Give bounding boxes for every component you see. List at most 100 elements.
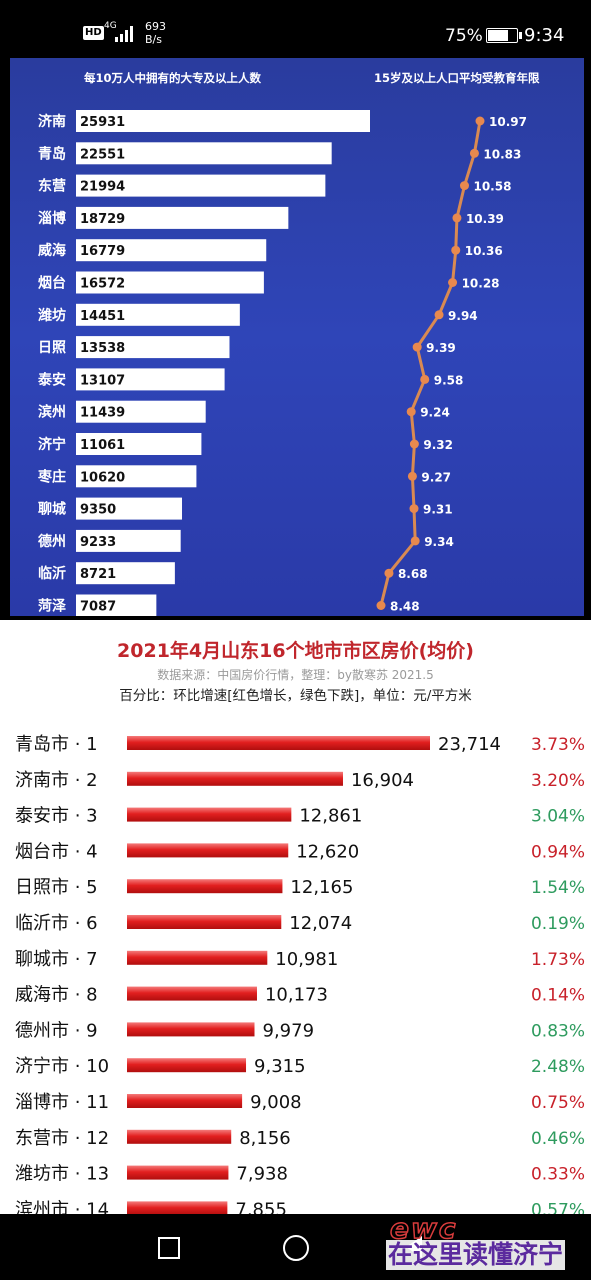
- percent-change-label: 3.04%: [531, 807, 585, 827]
- price-value-label: 10,173: [265, 985, 328, 1006]
- percent-change-label: 0.33%: [531, 1165, 585, 1185]
- city-rank-label: 聊城市 · 7: [15, 949, 98, 970]
- education-years-line: [379, 120, 482, 606]
- price-bar: [127, 843, 289, 858]
- city-label: 青岛: [38, 145, 66, 162]
- city-label: 聊城: [38, 501, 66, 518]
- bar-value-label: 11439: [80, 406, 125, 421]
- city-rank-label: 淄博市 · 11: [15, 1092, 109, 1113]
- recent-apps-button[interactable]: [158, 1237, 180, 1259]
- bar-value-label: 16779: [80, 244, 125, 259]
- education-bar: [76, 529, 181, 552]
- percent-change-label: 0.83%: [531, 1021, 585, 1041]
- education-bar: [76, 239, 267, 262]
- home-button[interactable]: [283, 1235, 309, 1261]
- line-chart-title: 15岁及以上人口平均受教育年限: [374, 71, 540, 85]
- price-value-label: 10,981: [275, 949, 338, 970]
- chart-source: 数据来源：中国房价行情，整理：by散寒苏 2021.5: [157, 668, 434, 682]
- education-bar: [76, 562, 175, 585]
- chart-title: 2021年4月山东16个地市市区房价(均价): [117, 640, 474, 662]
- price-value-label: 7,855: [235, 1199, 287, 1214]
- city-label: 潍坊: [38, 307, 66, 324]
- chart-note: 百分比：环比增速[红色增长，绿色下跌]，单位：元/平方米: [119, 688, 472, 704]
- city-rank-label: 德州市 · 9: [15, 1020, 98, 1041]
- education-bar: [76, 336, 230, 359]
- city-rank-label: 济宁市 · 10: [15, 1056, 109, 1077]
- education-bar: [76, 368, 225, 391]
- bar-value-label: 10620: [80, 470, 125, 485]
- price-bar: [127, 1058, 247, 1073]
- price-value-label: 12,074: [289, 913, 352, 934]
- bar-value-label: 25931: [80, 115, 125, 130]
- education-bar: [76, 174, 326, 197]
- city-label: 滨州: [38, 404, 66, 421]
- price-value-label: 12,165: [290, 877, 353, 898]
- city-rank-label: 日照市 · 5: [15, 877, 98, 898]
- city-rank-label: 东营市 · 12: [15, 1128, 109, 1149]
- line-point: [412, 342, 422, 352]
- bar-value-label: 9233: [80, 535, 116, 550]
- line-point: [384, 568, 394, 578]
- city-rank-label: 威海市 · 8: [15, 985, 98, 1006]
- percent-change-label: 1.54%: [531, 878, 585, 898]
- city-rank-label: 临沂市 · 6: [15, 913, 98, 934]
- house-price-chart-svg: 青岛市 · 1 23,714 3.73% 济南市 · 2 16,904 3.20% 泰安市 …: [15, 734, 585, 1214]
- percent-change-label: 0.75%: [531, 1093, 585, 1113]
- city-label: 淄博: [38, 210, 66, 227]
- line-value-label: 9.58: [434, 373, 464, 387]
- percent-change-label: 0.14%: [531, 986, 585, 1006]
- price-bar: [127, 950, 268, 965]
- price-bar: [127, 771, 343, 786]
- city-rank-label: 济南市 · 2: [15, 770, 98, 791]
- price-bar: [127, 1129, 232, 1144]
- education-bar: [76, 142, 332, 165]
- city-label: 枣庄: [37, 468, 66, 485]
- bar-value-label: 21994: [80, 180, 125, 195]
- education-chart-svg: 济南 25931 青岛 22551 东营 21994 淄博 18729 威海 16779 烟台 165…: [37, 110, 527, 616]
- bar-value-label: 11061: [80, 438, 125, 453]
- education-chart: 每10万人中拥有的大专及以上人数 15岁及以上人口平均受教育年限 济南 25931…: [10, 58, 584, 616]
- percent-change-label: 0.94%: [531, 842, 585, 862]
- price-bar: [127, 807, 292, 822]
- price-value-label: 9,315: [254, 1056, 306, 1077]
- line-point: [409, 439, 419, 449]
- price-bar: [127, 915, 282, 929]
- line-point: [406, 407, 416, 417]
- line-value-label: 9.94: [448, 309, 478, 323]
- bar-value-label: 13107: [80, 373, 125, 388]
- line-point: [410, 536, 420, 546]
- percent-change-label: 0.57%: [531, 1200, 585, 1214]
- price-value-label: 9,008: [250, 1092, 302, 1113]
- line-point: [376, 601, 386, 610]
- line-point: [451, 245, 461, 255]
- line-value-label: 9.34: [424, 535, 454, 549]
- line-value-label: 10.58: [473, 180, 511, 194]
- city-rank-label: 青岛市 · 1: [15, 734, 98, 755]
- education-bar: [76, 497, 183, 520]
- education-bar: [76, 433, 202, 455]
- city-label: 东营: [38, 178, 66, 195]
- price-bar: [127, 1022, 255, 1037]
- education-bar: [76, 594, 157, 616]
- line-value-label: 8.48: [390, 600, 420, 614]
- city-label: 菏泽: [38, 598, 66, 615]
- price-value-label: 8,156: [239, 1128, 291, 1149]
- percent-change-label: 3.20%: [531, 771, 585, 791]
- line-value-label: 9.32: [423, 438, 453, 452]
- price-bar: [127, 1165, 229, 1180]
- city-label: 济南: [38, 113, 66, 130]
- city-rank-label: 滨州市 · 14: [15, 1199, 109, 1214]
- city-label: 威海: [38, 242, 66, 259]
- clock: 9:34: [524, 25, 565, 46]
- price-bar: [127, 736, 430, 750]
- line-point: [420, 374, 430, 384]
- line-value-label: 8.68: [398, 567, 428, 581]
- education-bar: [76, 400, 206, 423]
- line-point: [434, 310, 444, 320]
- house-price-chart: 2021年4月山东16个地市市区房价(均价) 数据来源：中国房价行情，整理：by…: [0, 620, 591, 1214]
- bar-value-label: 16572: [80, 277, 125, 292]
- price-value-label: 12,861: [299, 806, 362, 827]
- price-bar: [127, 1201, 228, 1214]
- line-point: [409, 504, 419, 514]
- percent-change-label: 0.19%: [531, 914, 585, 934]
